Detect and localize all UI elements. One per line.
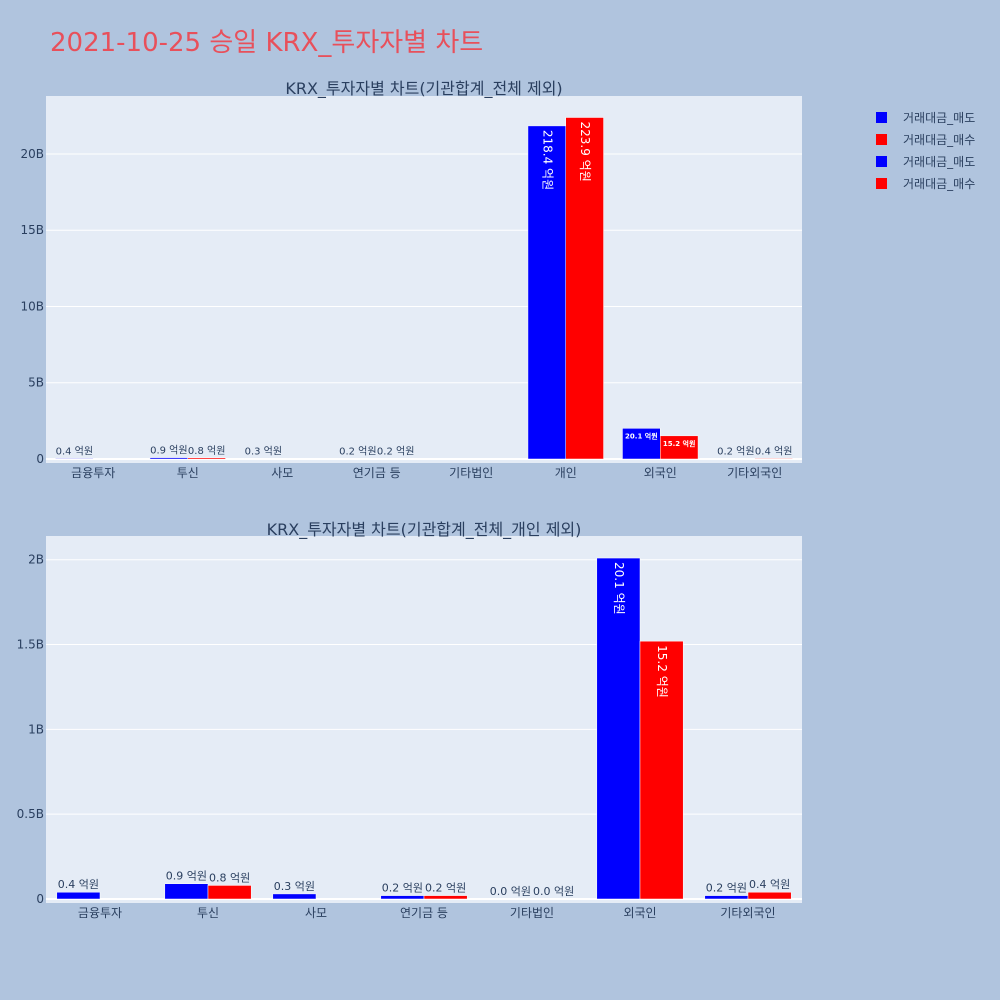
sell-bar[interactable]: [596, 557, 641, 900]
y-tick-label: 1.5B: [17, 638, 44, 652]
x-tick-label: 연기금 등: [400, 906, 448, 920]
data-label: 0.2 억원: [425, 882, 466, 895]
sell-bar[interactable]: [704, 895, 749, 900]
sell-bar[interactable]: [527, 125, 567, 460]
legend[interactable]: 거래대금_매도 거래대금_매수 거래대금_매도 거래대금_매수: [876, 106, 975, 194]
x-tick-label: 외국인: [644, 466, 677, 480]
legend-swatch-icon: [876, 155, 887, 167]
data-label: 223.9 억원: [578, 122, 592, 182]
x-tick-label: 기타외국인: [727, 466, 782, 480]
plot-area: [46, 536, 802, 903]
buy-bar[interactable]: [660, 435, 699, 460]
y-tick-label: 0.5B: [17, 807, 44, 821]
legend-item-buy-1[interactable]: 거래대금_매수: [876, 128, 975, 150]
y-tick-label: 5B: [28, 376, 44, 390]
buy-bar[interactable]: [423, 895, 468, 900]
data-label: 0.8 억원: [209, 871, 250, 884]
legend-label: 거래대금_매수: [903, 176, 976, 191]
data-label: 0.2 억원: [717, 446, 754, 458]
sell-bar[interactable]: [56, 891, 101, 900]
x-tick-label: 연기금 등: [353, 466, 401, 480]
data-label: 0.0 억원: [490, 885, 531, 898]
data-label: 0.4 억원: [749, 878, 790, 891]
x-tick-label: 기타법인: [449, 466, 493, 480]
data-label: 0.2 억원: [382, 882, 423, 895]
data-label: 218.4 억원: [540, 130, 554, 190]
chart-2: 0 0.5B 1B 1.5B 2B KRX_투자자별 차트(기관합계_전체_개인 제외) 금…: [17, 520, 802, 920]
sell-bar[interactable]: [55, 458, 94, 460]
buy-bar[interactable]: [565, 117, 604, 460]
legend-label: 거래대금_매도: [903, 154, 976, 169]
legend-label: 거래대금_매도: [903, 110, 976, 125]
x-tick-label: 금융투자: [71, 466, 115, 480]
legend-item-buy-2[interactable]: 거래대금_매수: [876, 172, 975, 194]
data-label: 0.9 억원: [150, 445, 187, 457]
x-tick-label: 개인: [555, 466, 577, 480]
chart-1: 0 5B 10B 15B 20B KRX_투자자별 차트(기관합계_전체 제외) 금융투자 0…: [20, 79, 802, 480]
y-tick-label: 1B: [28, 722, 44, 736]
sell-bar[interactable]: [380, 895, 425, 900]
buy-bar[interactable]: [754, 458, 793, 460]
x-tick-label: 투신: [197, 906, 219, 920]
data-label: 0.4 억원: [755, 445, 792, 457]
data-label: 15.2 억원: [663, 439, 696, 448]
y-tick-label: 2B: [28, 553, 44, 567]
legend-label: 거래대금_매수: [903, 132, 976, 147]
legend-item-sell-2[interactable]: 거래대금_매도: [876, 150, 975, 172]
x-tick-label: 기타외국인: [720, 906, 775, 920]
legend-item-sell-1[interactable]: 거래대금_매도: [876, 106, 975, 128]
x-tick-label: 금융투자: [78, 906, 122, 920]
y-tick-label: 10B: [20, 299, 44, 313]
data-label: 20.1 억원: [625, 431, 658, 440]
y-tick-label: 0: [36, 892, 44, 906]
y-tick-label: 0: [36, 452, 44, 466]
chart-title: KRX_투자자별 차트(기관합계_전체 제외): [285, 79, 562, 99]
legend-swatch-icon: [876, 133, 887, 145]
data-label: 0.4 억원: [56, 445, 93, 457]
sell-bar[interactable]: [164, 883, 209, 900]
data-label: 0.2 억원: [339, 446, 376, 458]
buy-bar[interactable]: [207, 885, 252, 900]
x-tick-label: 기타법인: [510, 906, 554, 920]
buy-bar[interactable]: [187, 457, 226, 460]
y-tick-label: 15B: [20, 223, 44, 237]
page-title: 2021-10-25 승일 KRX_투자자별 차트: [50, 28, 484, 58]
legend-swatch-icon: [876, 111, 887, 123]
data-label: 0.3 억원: [245, 446, 282, 458]
sell-bar[interactable]: [149, 457, 188, 460]
data-label: 0.2 억원: [377, 446, 414, 458]
data-label: 15.2 억원: [655, 645, 669, 698]
y-tick-label: 20B: [20, 147, 44, 161]
data-label: 0.2 억원: [706, 882, 747, 895]
buy-bar[interactable]: [747, 891, 792, 900]
legend-swatch-icon: [876, 177, 887, 189]
chart-title: KRX_투자자별 차트(기관합계_전체_개인 제외): [267, 520, 582, 540]
sell-bar[interactable]: [272, 893, 317, 900]
x-tick-label: 투신: [177, 466, 199, 480]
data-label: 20.1 억원: [612, 562, 626, 615]
plot-area: [46, 96, 802, 463]
data-label: 0.3 억원: [274, 880, 315, 893]
buy-bar[interactable]: [639, 640, 684, 900]
data-label: 0.0 억원: [533, 885, 574, 898]
x-tick-label: 사모: [305, 906, 327, 920]
x-tick-label: 사모: [271, 466, 293, 480]
data-label: 0.4 억원: [58, 878, 99, 891]
data-label: 0.8 억원: [188, 445, 225, 457]
data-label: 0.9 억원: [166, 870, 207, 883]
x-tick-label: 외국인: [623, 906, 656, 920]
